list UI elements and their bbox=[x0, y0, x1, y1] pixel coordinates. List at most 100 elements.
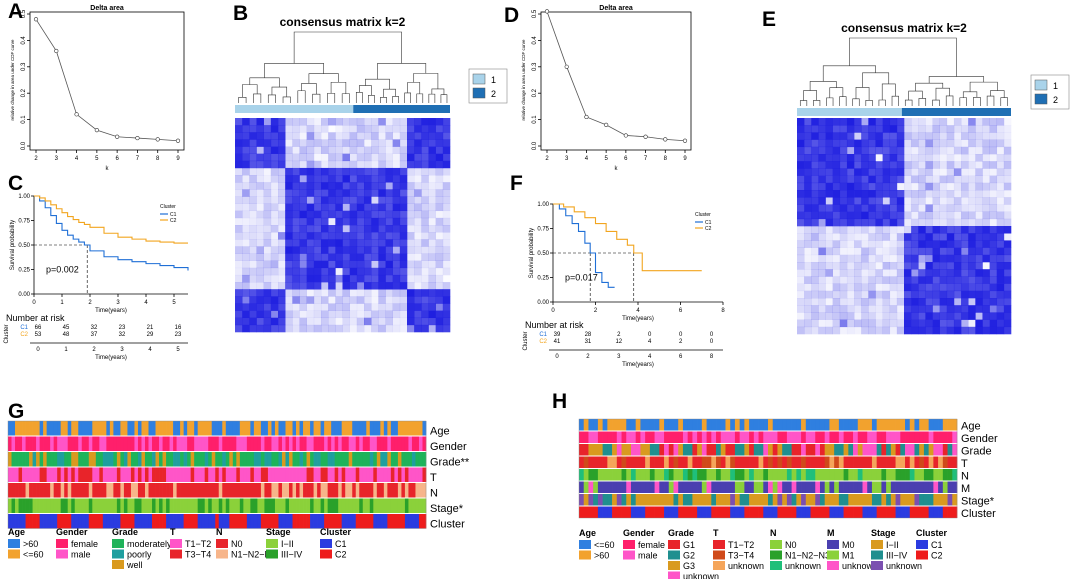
matrix-cell bbox=[818, 139, 826, 148]
matrix-cell bbox=[356, 232, 365, 240]
matrix-cell bbox=[832, 298, 841, 306]
matrix-cell bbox=[278, 267, 286, 276]
heatmap-cell bbox=[772, 419, 778, 431]
heatmap-cell bbox=[106, 452, 111, 467]
matrix-cell bbox=[392, 118, 401, 126]
heatmap-cell bbox=[801, 469, 807, 481]
heatmap-cell bbox=[225, 483, 230, 498]
matrix-cell bbox=[968, 204, 976, 212]
matrix-cell bbox=[435, 217, 444, 226]
heatmap-cell bbox=[711, 419, 717, 431]
matrix-cell bbox=[946, 204, 955, 212]
matrix-cell bbox=[889, 298, 898, 306]
matrix-cell bbox=[235, 217, 243, 226]
heatmap-cell bbox=[169, 436, 174, 451]
heatmap-cell bbox=[411, 421, 416, 436]
matrix-cell bbox=[428, 118, 436, 126]
heatmap-cell bbox=[229, 483, 234, 498]
matrix-cell bbox=[256, 167, 264, 176]
matrix-cell bbox=[249, 118, 257, 126]
matrix-cell bbox=[421, 253, 429, 261]
heatmap-cell bbox=[345, 514, 350, 529]
matrix-cell bbox=[364, 317, 372, 326]
matrix-cell bbox=[875, 254, 883, 263]
heatmap-cell bbox=[274, 514, 279, 529]
matrix-cell bbox=[356, 239, 365, 247]
matrix-cell bbox=[328, 289, 336, 297]
matrix-cell bbox=[904, 254, 912, 263]
heatmap-cell bbox=[881, 456, 887, 468]
matrix-cell bbox=[939, 139, 948, 148]
matrix-cell bbox=[996, 269, 1005, 277]
heatmap-cell bbox=[805, 469, 811, 481]
heatmap-cell bbox=[768, 494, 774, 506]
matrix-cell bbox=[832, 254, 841, 263]
heatmap-cell bbox=[749, 481, 755, 493]
matrix-cell bbox=[270, 282, 279, 290]
legend-swatch bbox=[916, 550, 928, 560]
km-curve-c2 bbox=[553, 203, 702, 272]
heatmap-cell bbox=[366, 467, 371, 482]
heatmap-cell bbox=[281, 436, 286, 451]
matrix-cell bbox=[299, 267, 307, 276]
matrix-cell bbox=[882, 175, 891, 184]
matrix-cell bbox=[364, 210, 372, 219]
heatmap-cell bbox=[232, 498, 237, 513]
matrix-cell bbox=[882, 305, 891, 313]
legend-swatch bbox=[266, 539, 278, 548]
matrix-cell bbox=[442, 253, 451, 261]
matrix-cell bbox=[342, 153, 350, 162]
heatmap-cell bbox=[947, 506, 953, 518]
heatmap-cell bbox=[64, 421, 69, 436]
heatmap-cell bbox=[415, 498, 420, 513]
matrix-cell bbox=[832, 197, 841, 205]
matrix-cell bbox=[414, 232, 422, 240]
matrix-cell bbox=[328, 210, 336, 219]
matrix-cell bbox=[349, 303, 358, 311]
matrix-cell bbox=[313, 267, 322, 276]
matrix-cell bbox=[242, 303, 250, 311]
matrix-cell bbox=[256, 182, 264, 190]
heatmap-cell bbox=[886, 481, 892, 493]
heatmap-cell bbox=[338, 498, 343, 513]
heatmap-cell bbox=[130, 483, 135, 498]
x-tick-label: 5 bbox=[95, 156, 99, 162]
matrix-cell bbox=[256, 303, 264, 311]
heatmap-cell bbox=[848, 506, 854, 518]
matrix-cell bbox=[235, 239, 243, 247]
matrix-cell bbox=[278, 132, 286, 140]
heatmap-cell bbox=[380, 436, 385, 451]
heatmap-cell bbox=[763, 469, 769, 481]
matrix-cell bbox=[889, 132, 898, 140]
heatmap-cell bbox=[397, 452, 402, 467]
heatmap-cell bbox=[645, 481, 651, 493]
heatmap-cell bbox=[92, 467, 97, 482]
heatmap-cell bbox=[380, 498, 385, 513]
matrix-cell bbox=[875, 154, 883, 162]
heatmap-cell bbox=[22, 514, 26, 529]
heatmap-cell bbox=[725, 456, 731, 468]
matrix-cell bbox=[896, 139, 905, 148]
matrix-cell bbox=[953, 190, 962, 198]
matrix-cell bbox=[242, 317, 250, 326]
matrix-cell bbox=[235, 182, 243, 190]
heatmap-cell bbox=[602, 506, 608, 518]
heatmap-cell bbox=[947, 469, 953, 481]
matrix-cell bbox=[953, 161, 962, 169]
matrix-cell bbox=[385, 182, 393, 190]
matrix-cell bbox=[804, 190, 812, 198]
matrix-cell bbox=[982, 154, 990, 162]
heatmap-cell bbox=[597, 481, 603, 493]
heatmap-cell bbox=[141, 421, 146, 436]
legend-swatch bbox=[623, 540, 635, 549]
heatmap-cell bbox=[408, 467, 413, 482]
heatmap-cell bbox=[366, 483, 371, 498]
heatmap-cell bbox=[376, 467, 381, 482]
matrix-cell bbox=[306, 274, 315, 283]
heatmap-cell bbox=[905, 481, 911, 493]
matrix-cell bbox=[392, 324, 401, 333]
heatmap-cell bbox=[810, 444, 816, 456]
heatmap-cell bbox=[583, 506, 589, 518]
heatmap-cell bbox=[74, 467, 79, 482]
legend-swatch bbox=[770, 540, 782, 549]
